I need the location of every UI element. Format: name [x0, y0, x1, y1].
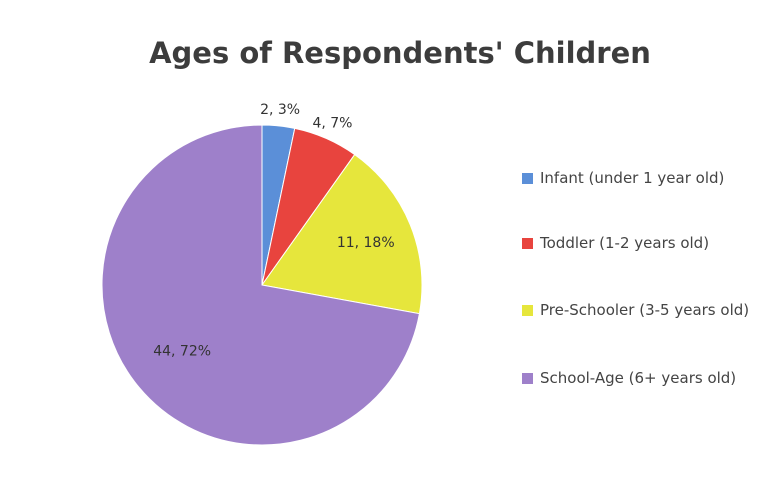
- legend-swatch: [522, 373, 533, 384]
- legend-swatch: [522, 173, 533, 184]
- pie-slice: [261, 153, 423, 315]
- legend-item: Pre-Schooler (3-5 years old): [522, 297, 775, 323]
- legend-item: School-Age (6+ years old): [522, 365, 775, 391]
- data-label: 44, 72%: [153, 344, 211, 360]
- legend-swatch: [522, 238, 533, 249]
- legend-label: Toddler (1-2 years old): [540, 234, 710, 252]
- legend-label: Infant (under 1 year old): [540, 169, 725, 187]
- data-label: 4, 7%: [312, 116, 352, 132]
- legend-swatch: [522, 305, 533, 316]
- data-label: 11, 18%: [337, 235, 395, 251]
- chart-title: Ages of Respondents' Children: [149, 36, 651, 70]
- data-label: 2, 3%: [260, 102, 300, 118]
- legend-label: School-Age (6+ years old): [540, 369, 737, 387]
- legend-item: Toddler (1-2 years old): [522, 230, 775, 256]
- legend-item: Infant (under 1 year old): [522, 165, 775, 191]
- legend-label: Pre-Schooler (3-5 years old): [540, 301, 750, 319]
- pie-slice: [101, 124, 420, 446]
